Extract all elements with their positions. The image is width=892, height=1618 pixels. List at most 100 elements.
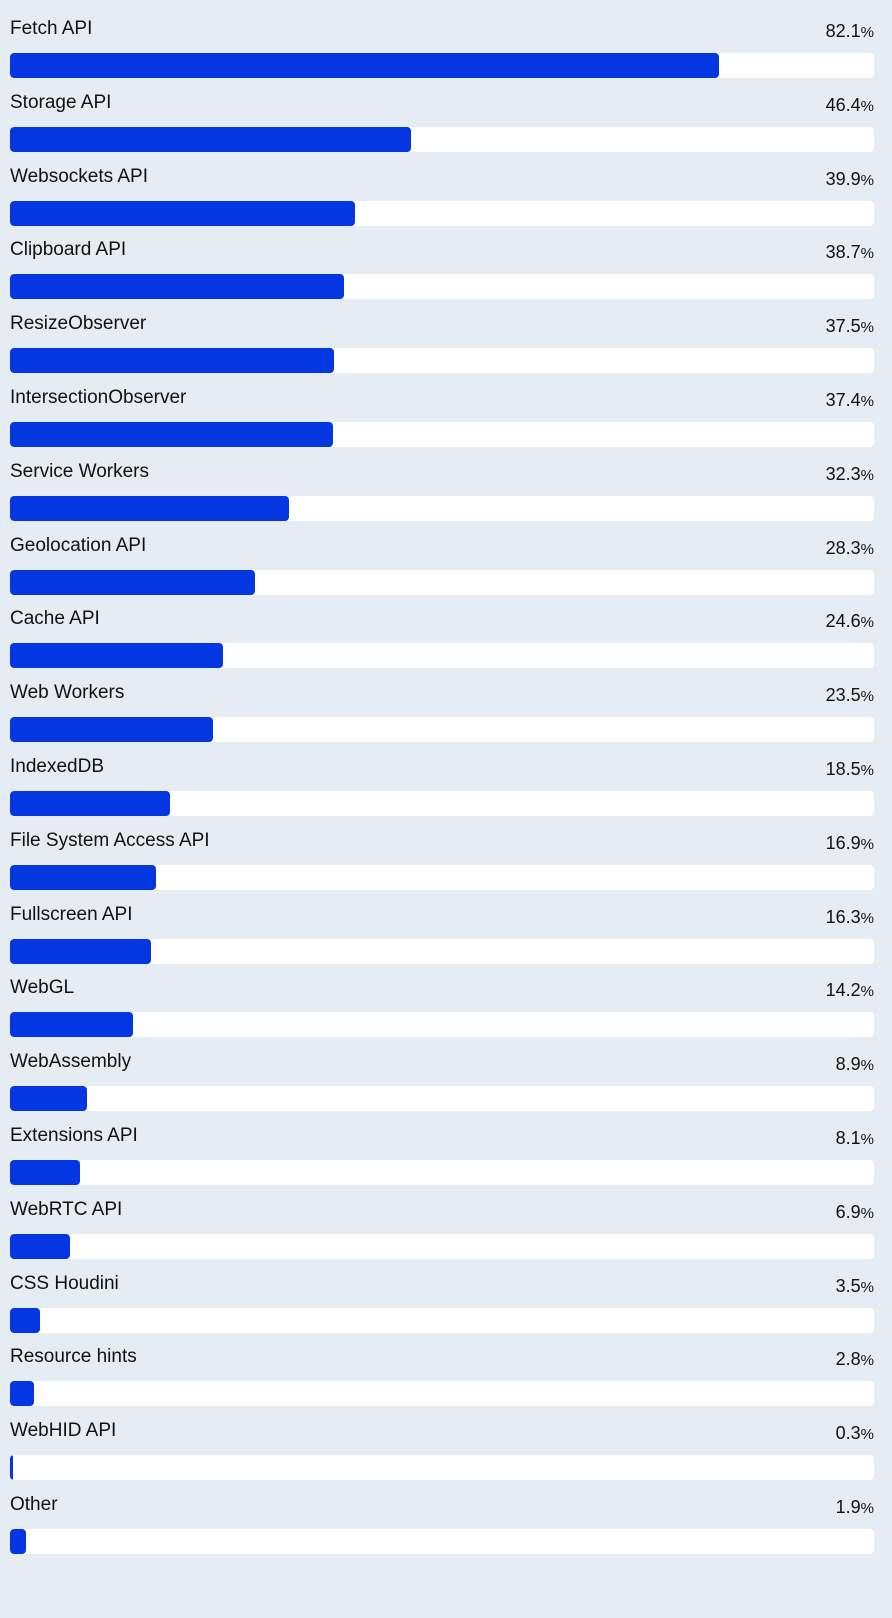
bar-row-clipboard-api: Clipboard API 38.7% [10,221,874,300]
bar-label: Clipboard API [10,239,127,261]
bar-fill [10,938,151,964]
bar-fill [10,864,156,890]
bar-label: Geolocation API [10,534,147,556]
bar-value-number: 23.5 [825,685,861,706]
bar-row-service-workers: Service Workers 32.3% [10,443,874,521]
bar-value-number: 82.1 [825,21,861,41]
bar-label: Service Workers [10,460,150,482]
bar-track [10,643,874,669]
bar-value-label: 6.9% [836,1201,874,1225]
bar-track [10,53,874,78]
bar-track [10,717,874,743]
bar-row-geolocation-api: Geolocation API 28.3% [10,517,874,595]
bar-value-number: 2.8 [835,1349,861,1370]
bar-fill [10,348,334,374]
bar-value-unit: % [860,24,874,41]
bar-label: Other [10,1494,58,1515]
bar-row-fullscreen-api: Fullscreen API 16.3% [10,886,874,964]
bar-value-label: 1.9% [836,1496,874,1520]
bar-row-intersectionobserver: IntersectionObserver 37.4% [10,369,874,447]
bar-row-web-workers: Web Workers 23.5% [10,664,874,743]
bar-label: Resource hints [10,1346,137,1368]
bar-fill [10,791,170,816]
bar-value-label: 2.8% [836,1348,874,1372]
bar-row-file-system-access-api: File System Access API 16.9% [10,812,874,890]
bar-value-number: 1.9 [835,1497,861,1517]
bar-value-number: 32.3 [825,463,861,484]
bar-value-label: 37.5% [826,315,874,339]
bar-value-label: 14.2% [826,979,874,1003]
bar-value-number: 37.5 [825,316,861,337]
bar-label: Extensions API [10,1125,138,1146]
bar-fill [10,1160,80,1185]
bar-value-unit: % [860,835,874,853]
bar-value-label: 16.3% [826,906,874,930]
bar-row-extensions-api: Extensions API 8.1% [10,1107,874,1185]
bar-value-number: 16.9 [825,832,861,853]
bar-fill [10,717,213,743]
bar-value-number: 0.3 [835,1423,861,1444]
bar-value-label: 0.3% [836,1422,874,1446]
bar-value-unit: % [860,614,874,632]
bar-fill [10,422,333,447]
bar-track [10,348,874,374]
bar-label: File System Access API [10,829,210,851]
bar-row-webrtc-api: WebRTC API 6.9% [10,1181,874,1259]
bar-value-unit: % [860,97,874,115]
bar-value-number: 8.1 [835,1128,861,1148]
bar-track [10,274,874,300]
bar-label: Fullscreen API [10,903,133,925]
bar-track [10,495,874,521]
bar-value-label: 28.3% [826,537,874,561]
bar-value-unit: % [860,245,874,263]
bar-fill [10,1012,133,1038]
bar-track [10,569,874,595]
bar-label: Cache API [10,608,100,630]
bar-value-label: 39.9% [826,168,874,192]
bar-value-label: 23.5% [826,684,874,708]
bar-label: Storage API [10,91,112,113]
bar-label: IndexedDB [10,756,105,777]
bar-value-label: 82.1% [826,20,874,44]
bar-label: WebGL [10,977,75,999]
bar-value-label: 8.1% [836,1127,874,1151]
bar-track [10,200,874,226]
bar-fill [10,1455,13,1481]
bar-row-resource-hints: Resource hints 2.8% [10,1328,874,1407]
bar-value-unit: % [860,540,874,558]
bar-row-resizeobserver: ResizeObserver 37.5% [10,295,874,374]
bar-track [10,1086,874,1112]
bar-value-label: 18.5% [826,758,874,782]
bar-row-other: Other 1.9% [10,1476,874,1554]
bar-label: Websockets API [10,165,148,187]
bar-label: Fetch API [10,18,93,39]
bar-fill [10,569,255,595]
bar-value-label: 8.9% [836,1053,874,1077]
bar-track [10,1160,874,1185]
bar-row-css-houdini: CSS Houdini 3.5% [10,1255,874,1333]
bar-fill [10,126,411,152]
bar-value-number: 28.3 [825,537,861,558]
bar-track [10,1529,874,1554]
bar-value-number: 24.6 [825,611,861,632]
bar-value-label: 32.3% [826,463,874,487]
bar-value-unit: % [860,393,874,410]
bar-value-unit: % [860,171,874,189]
bar-value-number: 37.4 [825,390,861,410]
bar-label: WebHID API [10,1420,117,1442]
bar-value-label: 24.6% [826,610,874,634]
bar-fill [10,1086,87,1112]
bar-row-cache-api: Cache API 24.6% [10,590,874,669]
bar-fill [10,495,289,521]
bar-track [10,422,874,447]
bar-value-unit: % [860,1131,874,1148]
bar-value-number: 8.9 [835,1054,861,1075]
bar-row-webassembly: WebAssembly 8.9% [10,1033,874,1112]
bar-value-unit: % [860,1352,874,1370]
bar-value-label: 46.4% [826,94,874,118]
bar-value-unit: % [860,983,874,1001]
bar-track [10,938,874,964]
bar-value-unit: % [860,688,874,706]
bar-track [10,1012,874,1038]
